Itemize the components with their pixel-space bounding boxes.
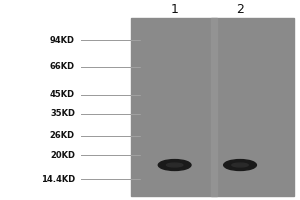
Text: 1: 1 (171, 3, 178, 16)
Ellipse shape (232, 163, 248, 167)
Ellipse shape (167, 163, 183, 167)
Bar (211, 18, 217, 196)
Ellipse shape (224, 160, 256, 170)
Text: 66KD: 66KD (50, 62, 75, 71)
Text: 35KD: 35KD (50, 109, 75, 118)
Text: 2: 2 (236, 3, 244, 16)
Ellipse shape (158, 160, 191, 170)
Bar (130, 18, 294, 196)
Text: 45KD: 45KD (50, 90, 75, 99)
Text: 20KD: 20KD (50, 151, 75, 160)
Text: 94KD: 94KD (50, 36, 75, 45)
Text: 26KD: 26KD (50, 131, 75, 140)
Text: 14.4KD: 14.4KD (41, 175, 75, 184)
